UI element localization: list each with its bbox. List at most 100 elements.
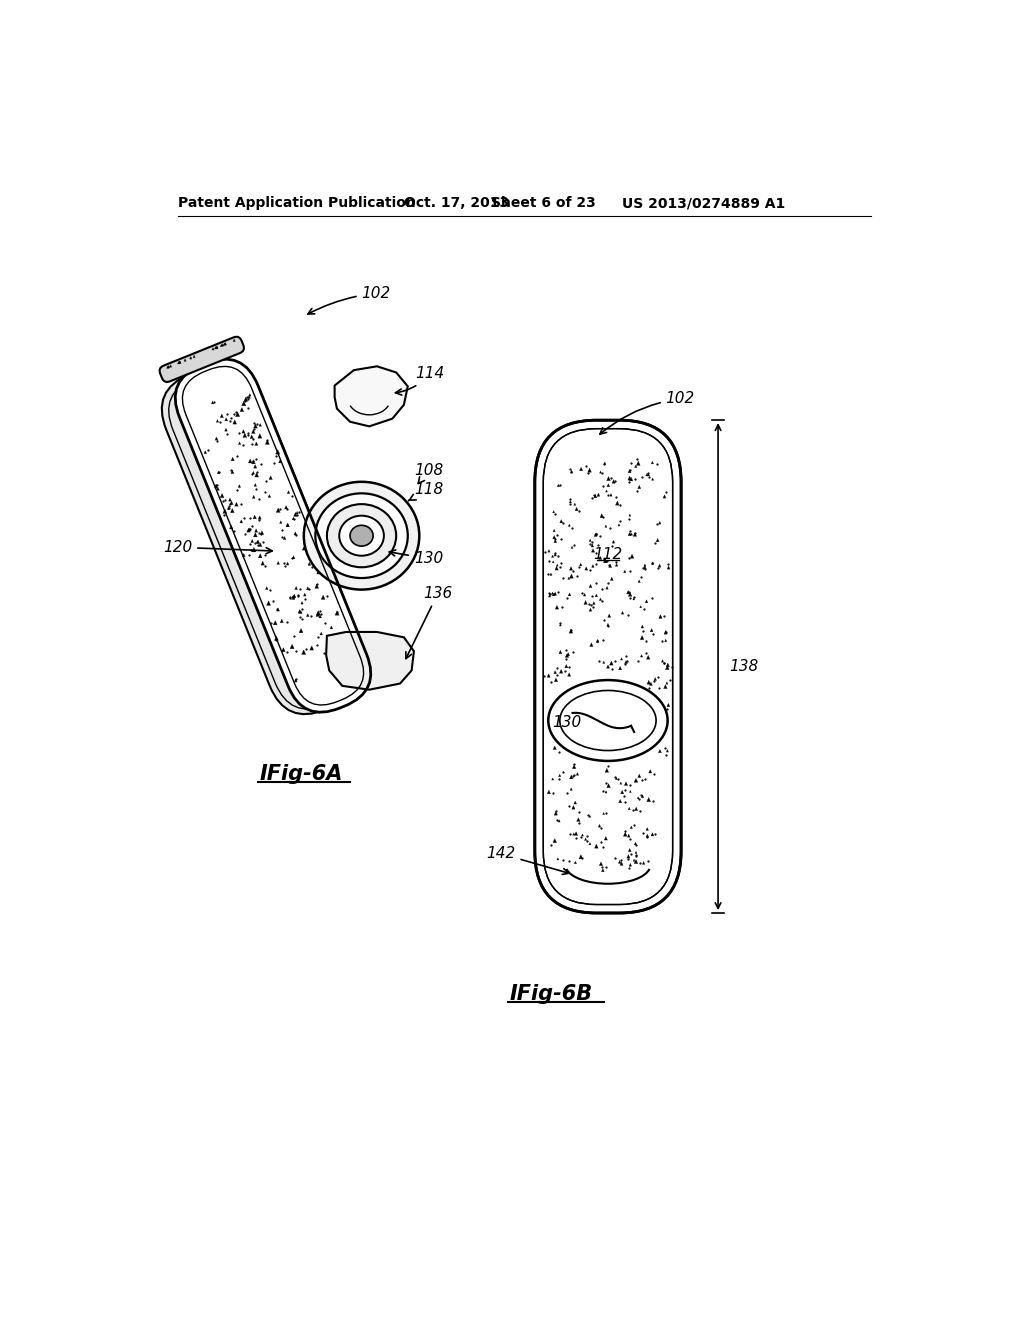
Polygon shape (319, 631, 323, 635)
Polygon shape (631, 533, 633, 535)
Polygon shape (255, 442, 258, 445)
Polygon shape (629, 593, 632, 597)
Polygon shape (621, 791, 624, 793)
Polygon shape (292, 595, 295, 599)
Polygon shape (554, 593, 557, 595)
Polygon shape (249, 459, 251, 462)
Polygon shape (216, 487, 219, 490)
Polygon shape (273, 620, 278, 624)
Polygon shape (569, 566, 572, 570)
Polygon shape (637, 797, 639, 799)
Polygon shape (229, 525, 232, 529)
Polygon shape (238, 484, 241, 487)
Text: 142: 142 (486, 846, 569, 874)
Polygon shape (243, 553, 245, 557)
Text: 108: 108 (414, 463, 443, 483)
Polygon shape (597, 494, 600, 496)
Polygon shape (353, 644, 356, 648)
Polygon shape (580, 467, 583, 471)
Polygon shape (215, 437, 218, 440)
Polygon shape (605, 490, 607, 492)
Polygon shape (236, 412, 240, 417)
Polygon shape (625, 660, 628, 664)
Polygon shape (274, 636, 279, 640)
Polygon shape (224, 428, 227, 432)
Polygon shape (283, 536, 286, 540)
Polygon shape (248, 527, 252, 532)
Polygon shape (644, 564, 646, 566)
Polygon shape (667, 566, 670, 569)
Polygon shape (629, 849, 631, 851)
Ellipse shape (548, 680, 668, 760)
Text: 102: 102 (600, 391, 695, 434)
Polygon shape (599, 471, 601, 473)
Polygon shape (664, 631, 668, 634)
Polygon shape (243, 401, 246, 405)
Polygon shape (603, 812, 604, 814)
Polygon shape (293, 594, 296, 598)
Polygon shape (341, 644, 345, 648)
Polygon shape (589, 842, 591, 845)
Text: 102: 102 (308, 285, 391, 314)
Polygon shape (282, 648, 285, 651)
Polygon shape (224, 428, 228, 432)
Polygon shape (310, 645, 313, 649)
Polygon shape (326, 632, 414, 689)
Polygon shape (636, 461, 640, 466)
Polygon shape (594, 533, 597, 536)
Polygon shape (556, 564, 558, 566)
Polygon shape (666, 663, 670, 667)
Polygon shape (255, 473, 259, 477)
Polygon shape (624, 570, 626, 573)
Polygon shape (640, 635, 644, 640)
Polygon shape (184, 359, 186, 362)
Polygon shape (627, 590, 630, 594)
Text: IFig-6B: IFig-6B (509, 983, 593, 1003)
Polygon shape (589, 814, 591, 817)
Polygon shape (643, 566, 646, 569)
Polygon shape (258, 434, 262, 438)
Polygon shape (178, 362, 180, 363)
Polygon shape (330, 626, 333, 630)
Polygon shape (553, 536, 556, 539)
Polygon shape (330, 626, 333, 628)
Polygon shape (593, 602, 595, 605)
Polygon shape (292, 517, 295, 520)
Polygon shape (571, 546, 573, 548)
Polygon shape (570, 470, 573, 473)
Polygon shape (656, 539, 659, 541)
Polygon shape (618, 800, 622, 803)
Polygon shape (278, 561, 280, 564)
Polygon shape (204, 450, 207, 454)
Polygon shape (220, 414, 223, 417)
Polygon shape (646, 655, 650, 659)
Polygon shape (258, 554, 262, 558)
Polygon shape (258, 516, 261, 519)
Text: US 2013/0274889 A1: US 2013/0274889 A1 (622, 197, 785, 210)
Polygon shape (654, 677, 656, 681)
Polygon shape (248, 396, 251, 399)
Polygon shape (606, 623, 609, 626)
Polygon shape (302, 546, 305, 550)
Polygon shape (573, 801, 577, 804)
Polygon shape (302, 649, 306, 655)
Polygon shape (579, 854, 583, 859)
Polygon shape (293, 594, 296, 598)
Polygon shape (571, 805, 575, 809)
Polygon shape (667, 750, 669, 752)
Polygon shape (236, 413, 240, 416)
Polygon shape (580, 564, 582, 566)
Polygon shape (299, 610, 302, 614)
Polygon shape (252, 471, 255, 474)
Polygon shape (620, 781, 622, 784)
Polygon shape (589, 585, 592, 587)
Polygon shape (292, 556, 296, 560)
Polygon shape (314, 583, 318, 589)
Polygon shape (554, 678, 558, 681)
Polygon shape (214, 484, 218, 488)
Polygon shape (641, 795, 644, 797)
Polygon shape (251, 540, 254, 543)
Polygon shape (303, 593, 306, 597)
Polygon shape (353, 644, 356, 648)
Polygon shape (635, 851, 637, 854)
